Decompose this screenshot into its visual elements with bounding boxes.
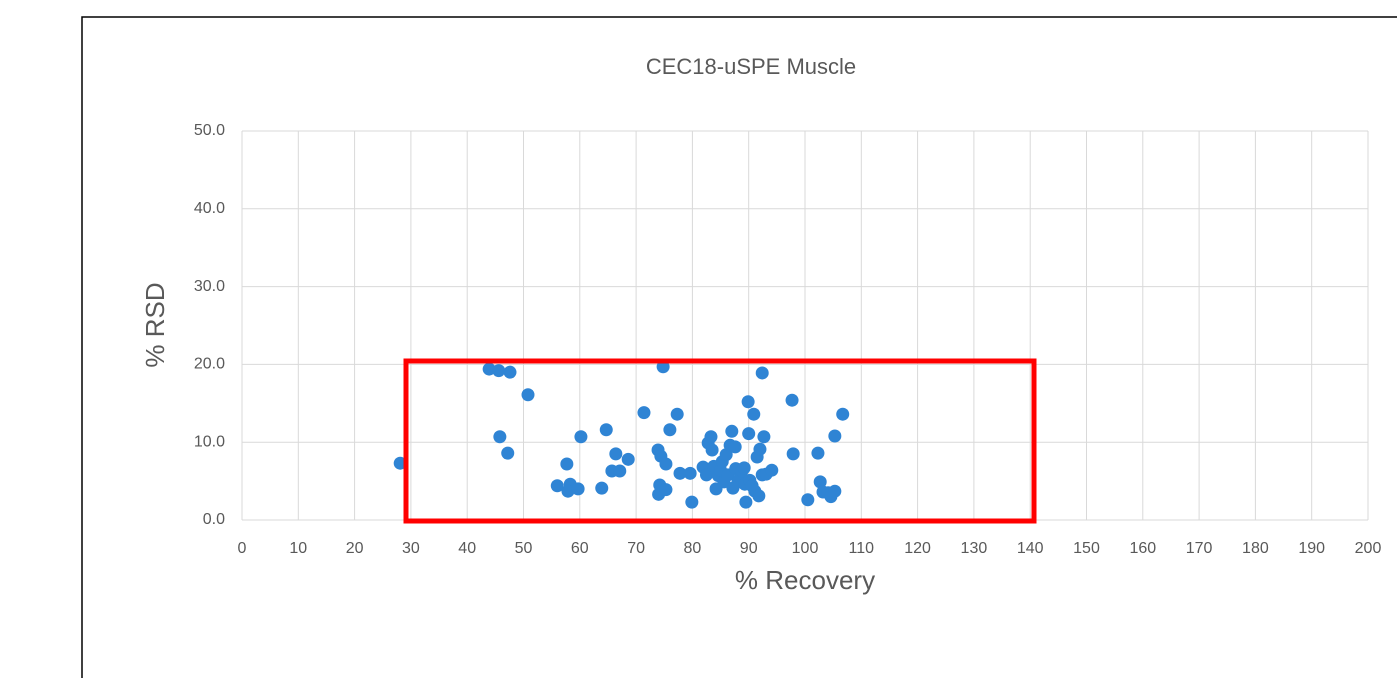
y-tick-label: 10.0 (194, 433, 225, 450)
x-tick-label: 30 (402, 540, 420, 557)
point (560, 457, 574, 471)
x-tick-label: 180 (1242, 540, 1269, 557)
point (705, 443, 719, 457)
point (561, 484, 575, 498)
point (813, 475, 827, 489)
x-tick-label: 110 (849, 540, 875, 557)
point (725, 424, 739, 438)
point (737, 461, 751, 475)
x-tick-label: 200 (1355, 540, 1382, 557)
x-tick-label: 10 (289, 540, 307, 557)
y-tick-label: 40.0 (194, 200, 225, 217)
y-tick-label: 50.0 (194, 122, 225, 139)
x-tick-label: 170 (1186, 540, 1213, 557)
grid: 0 10 20 30 40 50 60 70 80 90 100 110 120 130 140 150 160… (194, 122, 1382, 557)
point (550, 479, 564, 493)
x-tick-label: 150 (1073, 540, 1100, 557)
chart-frame (81, 16, 1397, 678)
point (811, 446, 825, 460)
point (482, 362, 496, 376)
point (757, 430, 771, 444)
point (670, 407, 684, 421)
point (637, 406, 651, 420)
point (621, 452, 635, 466)
point (521, 388, 535, 402)
point (613, 464, 627, 478)
y-axis-title: % RSD (140, 282, 170, 367)
x-tick-label: 90 (740, 540, 758, 557)
x-tick-label: 60 (571, 540, 589, 557)
y-tick-label: 0.0 (203, 511, 225, 528)
x-tick-label: 190 (1298, 540, 1325, 557)
x-tick-label: 120 (904, 540, 931, 557)
point (595, 481, 609, 495)
point (747, 407, 761, 421)
y-tick-label: 30.0 (194, 278, 225, 295)
point (786, 447, 800, 461)
point (828, 429, 842, 443)
point (742, 427, 756, 441)
point (663, 423, 677, 437)
point (741, 395, 755, 409)
x-tick-label: 100 (792, 540, 819, 557)
point (673, 466, 687, 480)
x-tick-label: 50 (515, 540, 533, 557)
point (659, 483, 673, 497)
y-tick-label: 20.0 (194, 356, 225, 373)
point (699, 468, 713, 482)
point (836, 407, 850, 421)
x-tick-label: 70 (627, 540, 645, 557)
x-tick-label: 130 (961, 540, 988, 557)
x-tick-label: 80 (684, 540, 702, 557)
point (785, 393, 799, 407)
point (609, 447, 623, 461)
point (739, 495, 753, 509)
point (501, 446, 515, 460)
point (503, 365, 517, 379)
point (752, 489, 766, 503)
point (599, 423, 613, 437)
point (571, 482, 585, 496)
point (493, 430, 507, 444)
x-tick-label: 140 (1017, 540, 1044, 557)
x-tick-label: 40 (458, 540, 476, 557)
point (801, 493, 815, 507)
point (765, 463, 779, 477)
points (393, 360, 850, 509)
point (683, 466, 697, 480)
point (685, 495, 699, 509)
point (704, 430, 718, 444)
point (753, 442, 767, 456)
point (755, 366, 769, 380)
x-tick-label: 160 (1129, 540, 1156, 557)
x-tick-label: 0 (238, 540, 247, 557)
point (828, 484, 842, 498)
point (393, 456, 407, 470)
point (728, 440, 742, 454)
chart-title: CEC18-uSPE Muscle (646, 54, 856, 79)
point (574, 430, 588, 444)
highlight-box (403, 358, 1037, 524)
x-axis-title: % Recovery (735, 565, 875, 595)
x-tick-label: 20 (346, 540, 364, 557)
point (492, 364, 506, 378)
point (659, 457, 673, 471)
